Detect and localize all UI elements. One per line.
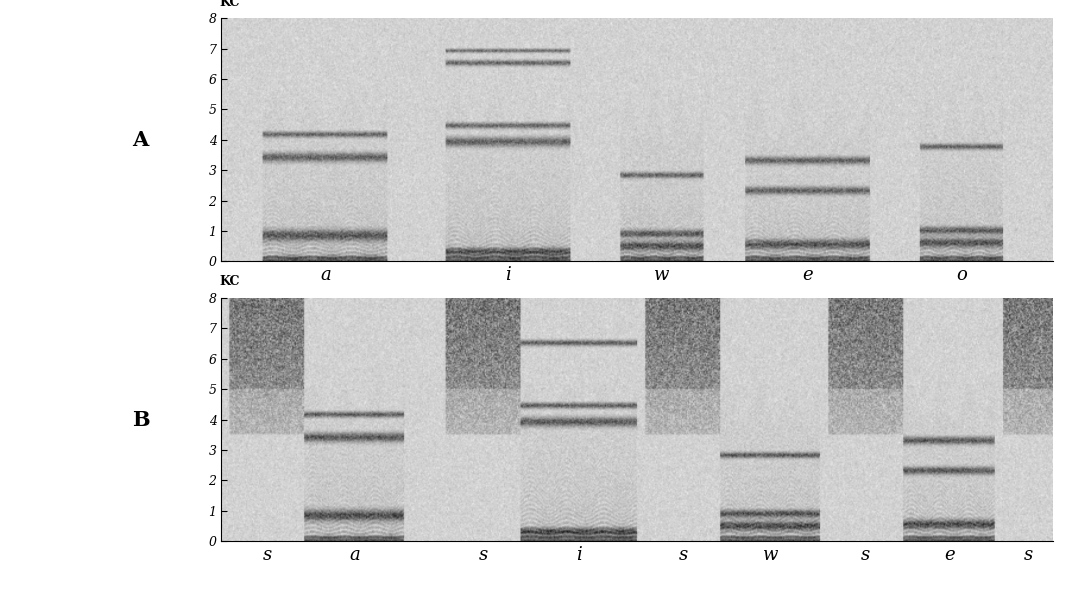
Text: A: A [132, 130, 149, 150]
Text: KC: KC [219, 275, 240, 288]
Text: KC: KC [219, 0, 240, 9]
Text: B: B [132, 410, 149, 429]
